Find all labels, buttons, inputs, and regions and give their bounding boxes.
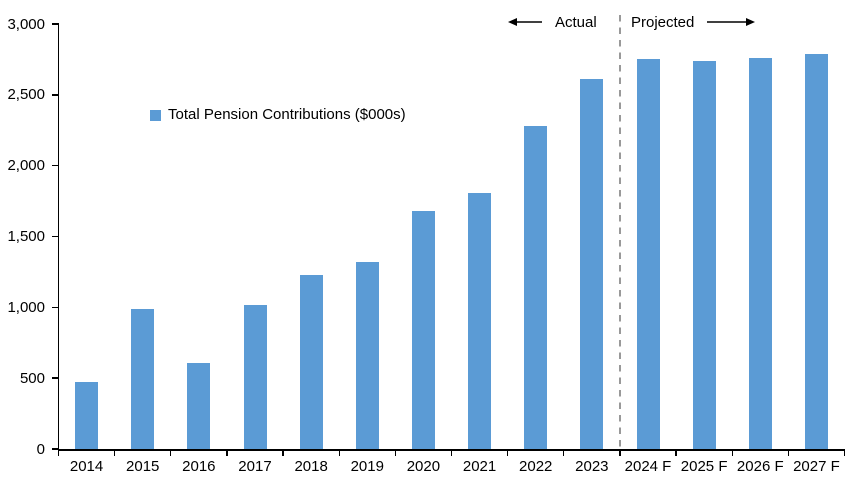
actual-projected-divider xyxy=(619,15,621,449)
bar-2016 xyxy=(187,362,211,449)
y-tick-label: 2,000 xyxy=(7,157,45,175)
y-tick-label: 1,000 xyxy=(7,298,45,316)
bar-2027-f xyxy=(804,53,828,449)
x-tick-label: 2025 F xyxy=(680,458,728,475)
x-tick-label: 2024 F xyxy=(624,458,672,475)
x-axis-tick xyxy=(843,449,846,456)
x-axis-tick xyxy=(563,449,565,456)
x-tick-label: 2027 F xyxy=(793,458,840,475)
bar-2020 xyxy=(411,211,435,449)
y-axis-tick xyxy=(52,164,59,167)
y-axis-tick xyxy=(52,306,59,309)
bar-2015 xyxy=(131,308,155,449)
y-tick-label: 3,000 xyxy=(7,15,45,33)
actual-label: Actual xyxy=(555,13,597,31)
x-axis-tick xyxy=(450,449,453,456)
bar-2025-f xyxy=(692,60,716,449)
y-axis-tick xyxy=(52,23,59,25)
x-axis-tick xyxy=(787,449,790,456)
x-tick-label: 2017 xyxy=(238,458,272,475)
y-tick-label: 1,500 xyxy=(7,228,45,245)
x-axis-tick xyxy=(113,449,116,456)
y-tick-label: 2,500 xyxy=(7,86,45,104)
x-tick-label: 2026 F xyxy=(736,458,784,475)
x-axis-tick xyxy=(506,449,509,456)
bar-2017 xyxy=(243,304,267,449)
bar-2019 xyxy=(355,262,379,449)
x-tick-label: 2018 xyxy=(294,458,328,475)
right-arrow-icon xyxy=(707,18,756,26)
x-tick-label: 2020 xyxy=(406,458,441,475)
y-axis-tick xyxy=(52,235,59,238)
x-tick-label: 2022 xyxy=(519,458,553,475)
projected-label: Projected xyxy=(631,13,695,31)
bar-2022 xyxy=(524,126,548,449)
bar-2018 xyxy=(299,274,323,449)
y-tick-label: 500 xyxy=(19,369,45,387)
legend-swatch-icon xyxy=(150,109,161,121)
bar-2026-f xyxy=(748,58,772,449)
y-tick-label: 0 xyxy=(36,440,45,458)
x-tick-label: 2019 xyxy=(350,458,384,475)
y-axis-tick xyxy=(52,94,59,96)
x-axis-tick xyxy=(57,449,60,456)
x-tick-label: 2014 xyxy=(69,458,104,475)
y-axis-tick xyxy=(52,448,59,450)
left-arrow-icon xyxy=(508,18,542,26)
x-tick-label: 2021 xyxy=(462,458,497,475)
x-axis-tick xyxy=(731,449,733,456)
x-tick-label: 2015 xyxy=(126,458,160,475)
x-axis-tick xyxy=(619,449,621,456)
bar-2023 xyxy=(580,79,604,449)
x-axis-line xyxy=(57,449,846,451)
legend-label: Total Pension Contributions ($000s) xyxy=(168,106,406,123)
x-axis-tick xyxy=(394,449,397,456)
bar-2024-f xyxy=(636,59,660,449)
x-axis-tick xyxy=(282,449,284,456)
x-axis-tick xyxy=(226,449,228,456)
x-axis-tick xyxy=(170,449,172,456)
actual-annotation: Actual xyxy=(508,12,597,32)
bar-2014 xyxy=(75,382,99,449)
legend: Total Pension Contributions ($000s) xyxy=(150,105,406,125)
x-tick-label: 2023 xyxy=(575,458,609,475)
x-tick-label: 2016 xyxy=(182,458,216,475)
projected-annotation: Projected xyxy=(631,12,756,32)
y-axis-tick xyxy=(52,377,59,379)
y-axis-line xyxy=(57,24,60,451)
x-axis-tick xyxy=(338,449,340,456)
bar-2021 xyxy=(468,192,492,449)
x-axis-tick xyxy=(675,449,677,456)
